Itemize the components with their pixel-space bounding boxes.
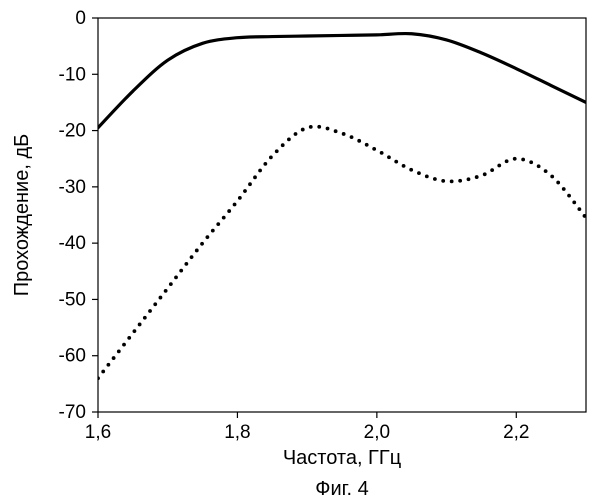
plot-border	[98, 18, 586, 412]
dot	[258, 169, 262, 173]
dot	[169, 282, 173, 286]
dot	[127, 336, 131, 340]
dot	[248, 182, 252, 186]
dot	[227, 209, 231, 213]
dot	[195, 249, 199, 253]
dot	[317, 125, 321, 129]
dot	[122, 343, 126, 347]
dot	[521, 158, 525, 162]
dot	[263, 162, 267, 166]
x-axis-label: Частота, ГГц	[283, 447, 401, 469]
x-tick-label: 1,6	[85, 422, 111, 443]
dot	[222, 216, 226, 220]
dot	[402, 164, 406, 168]
dot	[357, 139, 361, 143]
dot	[334, 129, 338, 133]
y-tick-label: -60	[59, 346, 86, 367]
dot	[380, 151, 384, 155]
dot	[174, 275, 178, 279]
x-tick-label: 1,8	[224, 422, 250, 443]
dot	[458, 179, 462, 183]
dot	[269, 156, 273, 160]
dot	[577, 207, 581, 211]
y-tick-label: -50	[59, 289, 86, 310]
dot	[450, 180, 454, 184]
dot	[544, 169, 548, 173]
dot	[394, 160, 398, 164]
y-tick-label: -10	[59, 64, 86, 85]
dot	[294, 132, 298, 136]
dot	[287, 137, 291, 141]
dot	[301, 128, 305, 132]
dot	[433, 177, 437, 181]
dot	[326, 127, 330, 131]
dot	[107, 363, 111, 367]
dot	[567, 194, 571, 198]
dot	[490, 168, 494, 172]
dot	[184, 262, 188, 266]
dot	[133, 329, 137, 333]
dot	[562, 187, 566, 191]
dot	[572, 200, 576, 204]
dot	[467, 177, 471, 181]
dot	[281, 143, 285, 147]
dot	[143, 316, 147, 320]
dot	[365, 143, 369, 147]
y-tick-label: 0	[75, 8, 86, 29]
dot	[179, 269, 183, 273]
dot	[441, 179, 445, 183]
series-dotted	[96, 125, 586, 380]
dot	[417, 171, 421, 175]
dot	[117, 349, 121, 353]
dot	[238, 196, 242, 200]
y-tick-label: -70	[59, 402, 86, 423]
dot	[211, 229, 215, 233]
dot	[233, 203, 237, 207]
dot	[387, 155, 391, 159]
dot	[529, 160, 533, 164]
figure-container: 1,6 1,8 2,0 2,2 0 -10 -20 -30 -40 -50 -60 -70 Частот…	[0, 0, 616, 500]
dot	[275, 149, 279, 153]
x-tick-label: 2,0	[364, 422, 390, 443]
y-axis-label: Прохождение, дБ	[11, 134, 33, 297]
dot	[96, 376, 100, 380]
dot	[243, 189, 247, 193]
dot	[505, 159, 509, 163]
dot	[216, 222, 220, 226]
dot	[205, 235, 209, 239]
dot	[148, 309, 152, 313]
dot	[475, 175, 479, 179]
dot	[101, 370, 105, 374]
dot	[342, 132, 346, 136]
dot	[112, 356, 116, 360]
dot	[556, 181, 560, 185]
dot	[497, 164, 501, 168]
dot	[138, 323, 142, 327]
dot	[409, 168, 413, 172]
x-tick-label: 2,2	[503, 422, 529, 443]
dot	[159, 296, 163, 300]
series-group	[96, 34, 586, 381]
dot	[190, 255, 194, 259]
y-tick-label: -20	[59, 121, 86, 142]
dot	[153, 302, 157, 306]
dot	[372, 147, 376, 151]
dot	[550, 175, 554, 179]
dot	[164, 289, 168, 293]
dot	[483, 172, 487, 176]
dot	[537, 164, 541, 168]
dot	[513, 157, 517, 161]
dot	[583, 214, 587, 218]
dot	[425, 174, 429, 178]
y-tick-label: -30	[59, 177, 86, 198]
dot	[200, 242, 204, 246]
dot	[350, 135, 354, 139]
dot	[309, 125, 313, 129]
y-tick-label: -40	[59, 233, 86, 254]
figure-caption: Фиг. 4	[315, 478, 368, 500]
dot	[253, 175, 257, 179]
chart-svg: 1,6 1,8 2,0 2,2 0 -10 -20 -30 -40 -50 -60 -70 Частот…	[0, 0, 616, 500]
series-solid	[98, 34, 586, 128]
